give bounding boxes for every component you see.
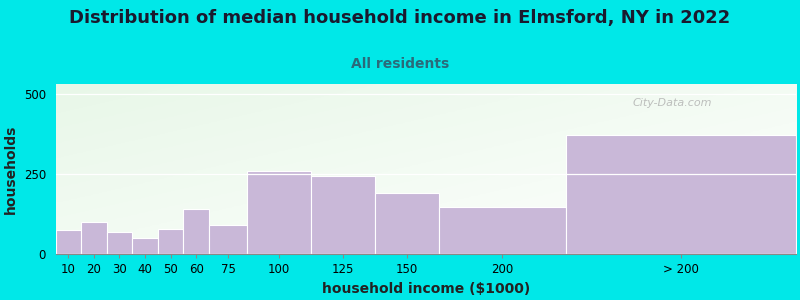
X-axis label: household income ($1000): household income ($1000) xyxy=(322,282,530,296)
Bar xyxy=(438,207,566,254)
Text: All residents: All residents xyxy=(351,57,449,71)
Bar xyxy=(82,222,106,254)
Bar xyxy=(56,230,82,254)
Bar xyxy=(209,225,247,254)
Bar xyxy=(106,232,132,254)
Bar xyxy=(132,238,158,254)
Text: Distribution of median household income in Elmsford, NY in 2022: Distribution of median household income … xyxy=(70,9,730,27)
Bar xyxy=(311,176,374,254)
Text: City-Data.com: City-Data.com xyxy=(633,98,713,108)
Bar xyxy=(566,135,796,254)
Y-axis label: households: households xyxy=(4,124,18,214)
Bar xyxy=(158,229,183,254)
Bar xyxy=(374,193,438,254)
Bar xyxy=(247,171,311,254)
Bar xyxy=(183,209,209,254)
